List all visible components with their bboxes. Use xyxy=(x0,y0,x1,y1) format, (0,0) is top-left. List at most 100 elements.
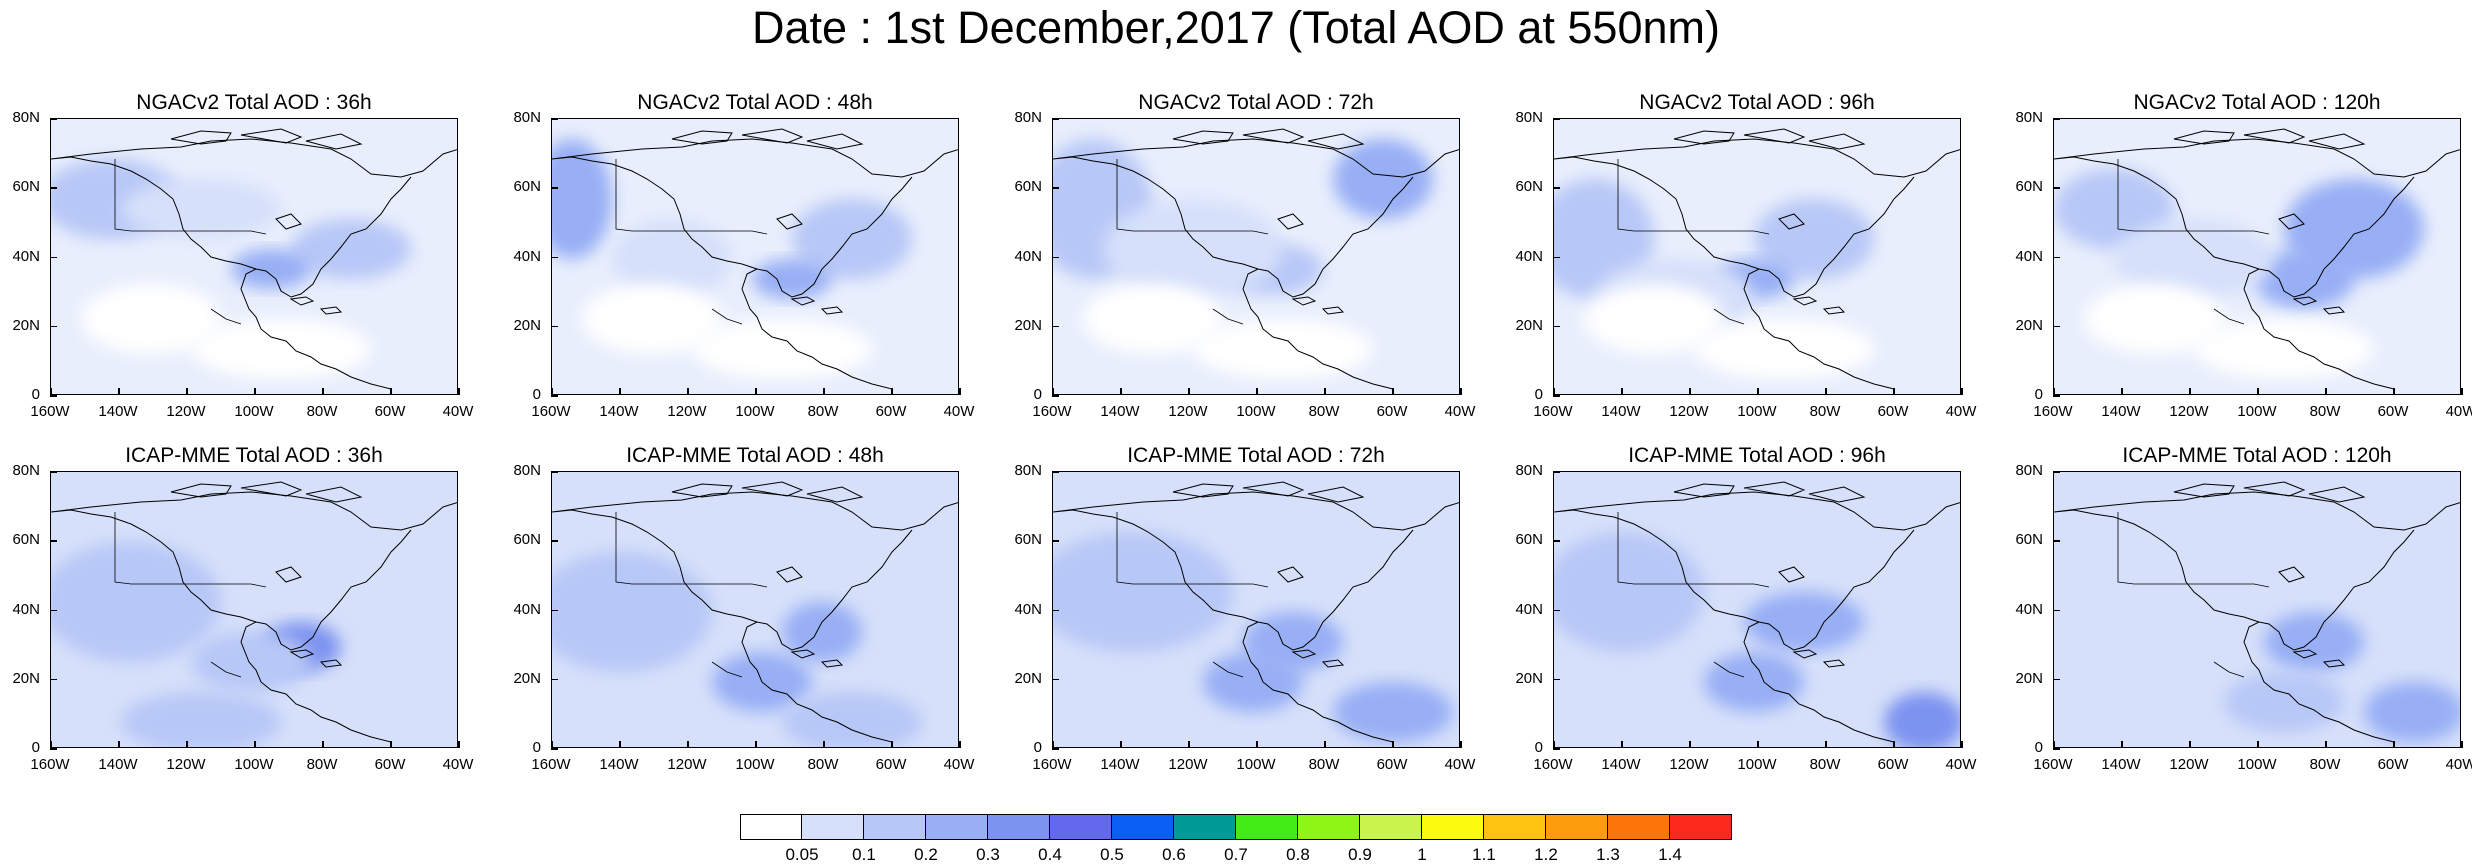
aod-map xyxy=(50,471,458,748)
lon-tick-label: 100W xyxy=(735,756,775,773)
lon-tick xyxy=(1392,741,1394,748)
panel-title: ICAP-MME Total AOD : 120h xyxy=(2122,444,2392,467)
lat-tick-label: 60N xyxy=(2015,531,2043,549)
lat-tick xyxy=(2053,471,2060,473)
lon-tick xyxy=(687,741,689,748)
aod-map xyxy=(551,118,959,395)
lat-tick xyxy=(1553,540,1560,542)
lon-tick xyxy=(1460,741,1462,748)
lon-tick xyxy=(959,388,961,395)
lat-tick xyxy=(1052,118,1059,120)
lon-tick xyxy=(390,741,392,748)
lon-tick-label: 80W xyxy=(807,403,839,420)
lon-tick xyxy=(458,388,460,395)
lon-tick xyxy=(118,388,120,395)
lat-tick-label: 20N xyxy=(2015,669,2043,687)
lon-tick-label: 80W xyxy=(1308,403,1340,420)
colorbar-tick-label: 0.2 xyxy=(914,845,938,864)
lon-tick xyxy=(891,741,893,748)
lon-tick-label: 100W xyxy=(1737,756,1777,773)
colorbar-tick-label: 0.05 xyxy=(785,845,819,864)
colorbar-tick-label: 0.5 xyxy=(1100,845,1124,864)
lon-tick xyxy=(2461,388,2463,395)
lat-tick-label: 20N xyxy=(1515,316,1543,334)
lon-tick xyxy=(186,388,188,395)
colorbar-cell xyxy=(1050,814,1112,840)
lat-tick xyxy=(551,325,558,328)
lon-tick-label: 60W xyxy=(2377,756,2409,773)
lon-tick xyxy=(619,741,621,748)
lon-tick xyxy=(755,388,757,395)
lon-tick xyxy=(1689,741,1691,748)
panel-title: ICAP-MME Total AOD : 72h xyxy=(1127,444,1385,467)
lat-tick-label: 20N xyxy=(1014,316,1042,334)
lon-tick xyxy=(2257,741,2259,748)
lat-tick-label: 80N xyxy=(12,462,40,479)
lat-tick xyxy=(1052,471,1059,473)
colorbar-cell xyxy=(1298,814,1360,840)
lon-tick xyxy=(322,741,324,748)
lat-tick-label: 80N xyxy=(1014,462,1042,479)
lat-tick xyxy=(1052,609,1059,611)
lon-tick-label: 100W xyxy=(234,403,274,420)
lon-tick-label: 80W xyxy=(2309,403,2341,420)
lat-tick-label: 40N xyxy=(1515,600,1543,618)
lon-tick-label: 120W xyxy=(2169,756,2209,773)
lat-tick xyxy=(1553,748,1560,750)
lat-tick xyxy=(2053,748,2060,750)
lat-tick-label: 60N xyxy=(12,178,40,196)
colorbar-tick-label: 0.6 xyxy=(1162,845,1186,864)
colorbar-tick-label: 1.4 xyxy=(1658,845,1682,864)
panel-title: NGACv2 Total AOD : 120h xyxy=(2133,91,2381,114)
lon-tick-label: 140W xyxy=(2101,403,2141,420)
lat-tick-label: 80N xyxy=(1014,109,1042,126)
aod-map xyxy=(1052,471,1460,748)
lon-tick-label: 160W xyxy=(1032,403,1072,420)
lon-tick-label: 120W xyxy=(166,403,206,420)
map-panel: NGACv2 Total AOD : 48h 80N 60N 40N 20N 0 160W… xyxy=(513,91,974,420)
colorbar-cell xyxy=(1484,814,1546,840)
lon-tick xyxy=(1757,741,1759,748)
lat-tick-label: 40N xyxy=(513,600,541,618)
lat-tick-label: 60N xyxy=(1014,531,1042,549)
aod-map xyxy=(2053,471,2461,748)
lat-tick xyxy=(1553,118,1560,120)
lat-tick xyxy=(2053,187,2060,189)
lat-tick-label: 60N xyxy=(2015,178,2043,196)
lon-tick-label: 80W xyxy=(306,756,338,773)
lon-tick-label: 40W xyxy=(943,403,975,420)
lat-tick xyxy=(50,256,57,258)
lon-tick xyxy=(2325,741,2327,748)
lat-tick xyxy=(551,678,558,681)
lon-tick-label: 120W xyxy=(667,756,707,773)
lat-tick-label: 40N xyxy=(1014,600,1042,618)
lat-tick-label: 20N xyxy=(12,316,40,334)
lon-tick-label: 40W xyxy=(2445,403,2472,420)
colorbar-tick-label: 0.3 xyxy=(976,845,1000,864)
lat-tick xyxy=(2053,540,2060,542)
lon-tick xyxy=(1621,741,1623,748)
lat-tick-label: 80N xyxy=(513,462,541,479)
lon-tick-label: 40W xyxy=(943,756,975,773)
colorbar-cell xyxy=(988,814,1050,840)
lon-tick-label: 60W xyxy=(1877,403,1909,420)
lat-tick xyxy=(1052,678,1059,681)
lat-tick xyxy=(551,256,558,258)
lon-tick xyxy=(1460,388,1462,395)
lon-tick xyxy=(2121,388,2123,395)
colorbar-cell xyxy=(1174,814,1236,840)
colorbar-cell xyxy=(1608,814,1670,840)
lon-tick-label: 100W xyxy=(2237,403,2277,420)
lon-tick xyxy=(1961,388,1963,395)
lon-tick xyxy=(959,741,961,748)
lat-tick xyxy=(1052,187,1059,189)
lon-tick-label: 60W xyxy=(374,756,406,773)
colorbar-cell xyxy=(740,814,802,840)
lon-tick-label: 160W xyxy=(30,756,70,773)
lon-tick xyxy=(1256,741,1258,748)
colorbar-cell xyxy=(1360,814,1422,840)
aod-map xyxy=(1553,118,1961,395)
lon-tick-label: 60W xyxy=(875,403,907,420)
lon-tick-label: 80W xyxy=(1809,756,1841,773)
lon-tick-label: 120W xyxy=(166,756,206,773)
